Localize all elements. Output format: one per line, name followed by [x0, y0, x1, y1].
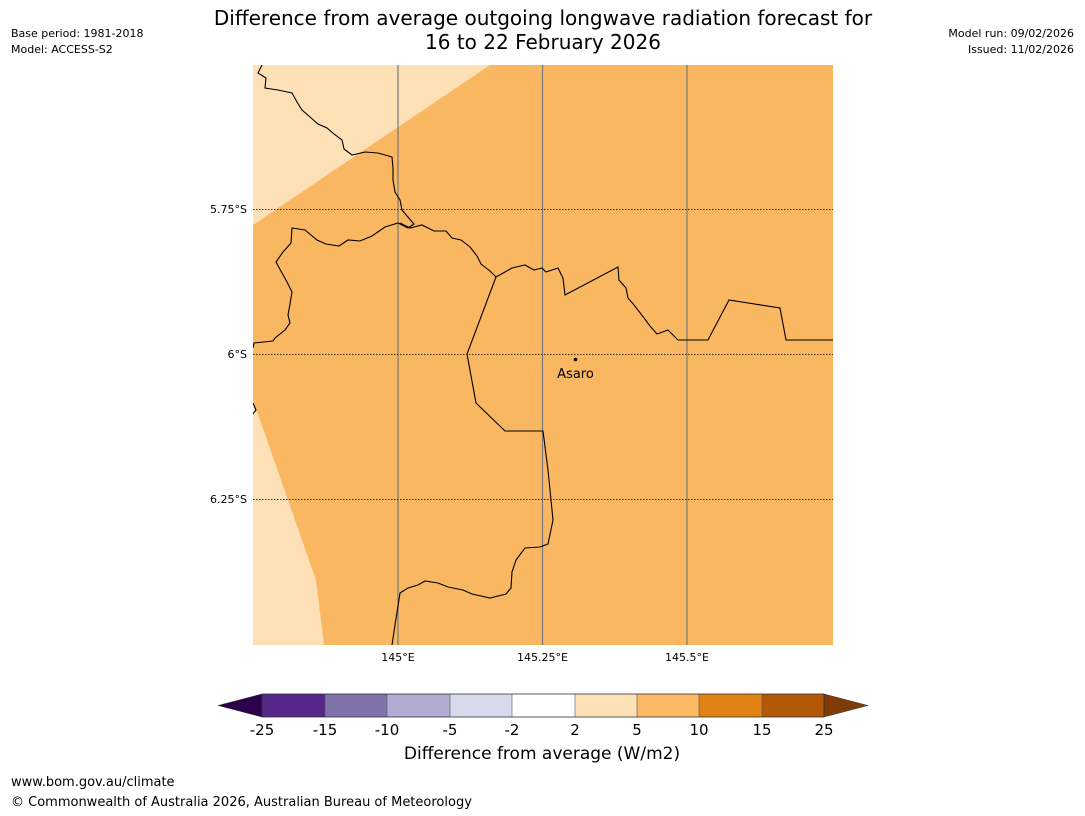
- title-line-2: 16 to 22 February 2026: [425, 30, 661, 54]
- asaro-marker: [573, 357, 578, 362]
- lat-labels: 5.75°S 6°S 6.25°S: [210, 203, 247, 506]
- title-line-1: Difference from average outgoing longwav…: [213, 6, 873, 30]
- colorbar-tick: -5: [443, 721, 458, 739]
- anomaly-region-2-5-north: [253, 65, 490, 225]
- place-label-asaro: Asaro: [557, 367, 594, 382]
- lat-label-6s: 6°S: [228, 348, 247, 361]
- colorbar-under-arrow: [217, 693, 263, 718]
- anomaly-region-2-5-south: [253, 400, 324, 645]
- lon-labels: 145°E 145.25°E 145.5°E: [381, 651, 709, 664]
- lon-label-145-25e: 145.25°E: [517, 651, 568, 664]
- issued-text: Issued: 11/02/2026: [967, 43, 1074, 56]
- colorbar-tick: -2: [505, 721, 520, 739]
- colorbar-tick: 2: [570, 721, 580, 739]
- colorbar-ticks: -25 -15 -10 -5 -2 2 5 10 15 25: [250, 721, 834, 739]
- colorbar-swatch-7: [637, 694, 699, 717]
- model-text: Model: ACCESS-S2: [11, 43, 113, 56]
- lon-label-145-5e: 145.5°E: [665, 651, 709, 664]
- footer-url[interactable]: www.bom.gov.au/climate: [11, 775, 175, 790]
- colorbar-swatch-1: [262, 694, 325, 717]
- colorbar-swatch-9: [762, 694, 824, 717]
- colorbar-tick: -10: [375, 721, 400, 739]
- boundary-southern-highlands: [391, 276, 554, 645]
- colorbar-swatch-5: [512, 694, 575, 717]
- lon-label-145e: 145°E: [381, 651, 414, 664]
- colorbar: -25 -15 -10 -5 -2 2 5 10 15 25: [217, 693, 869, 739]
- meta-left: Base period: 1981-2018 Model: ACCESS-S2: [11, 26, 143, 58]
- colorbar-tick: -25: [250, 721, 275, 739]
- colorbar-swatch-3: [387, 694, 450, 717]
- colorbar-tick: 15: [752, 721, 771, 739]
- colorbar-swatch-8: [699, 694, 762, 717]
- colorbar-over-arrow: [823, 693, 869, 718]
- colorbar-label: Difference from average (W/m2): [403, 744, 681, 764]
- colorbar-swatch-6: [575, 694, 637, 717]
- boundary-north-coast: [253, 65, 415, 349]
- province-boundaries: [253, 65, 833, 645]
- colorbar-tick: 10: [689, 721, 708, 739]
- meridian-lines: [397, 65, 688, 645]
- colorbar-tick: -15: [313, 721, 338, 739]
- boundary-ridge: [399, 222, 833, 341]
- map-area: Asaro: [253, 65, 833, 645]
- colorbar-tick: 25: [814, 721, 833, 739]
- colorbar-frame: [261, 693, 825, 718]
- lat-label-6-25s: 6.25°S: [210, 493, 247, 506]
- colorbar-swatch-4: [450, 694, 512, 717]
- base-period-text: Base period: 1981-2018: [11, 27, 144, 40]
- colorbar-tick: 5: [632, 721, 642, 739]
- colorbar-dividers: [324, 694, 763, 717]
- map-title: Difference from average outgoing longwav…: [193, 6, 893, 54]
- footer-copyright: © Commonwealth of Australia 2026, Austra…: [11, 795, 472, 810]
- meta-right: Model run: 09/02/2026 Issued: 11/02/2026: [948, 26, 1074, 58]
- model-run-text: Model run: 09/02/2026: [948, 27, 1074, 40]
- colorbar-swatch-2: [325, 694, 387, 717]
- parallel-lines: [253, 209, 833, 500]
- lat-label-5-75s: 5.75°S: [210, 203, 247, 216]
- boundary-west-coast: [253, 402, 257, 415]
